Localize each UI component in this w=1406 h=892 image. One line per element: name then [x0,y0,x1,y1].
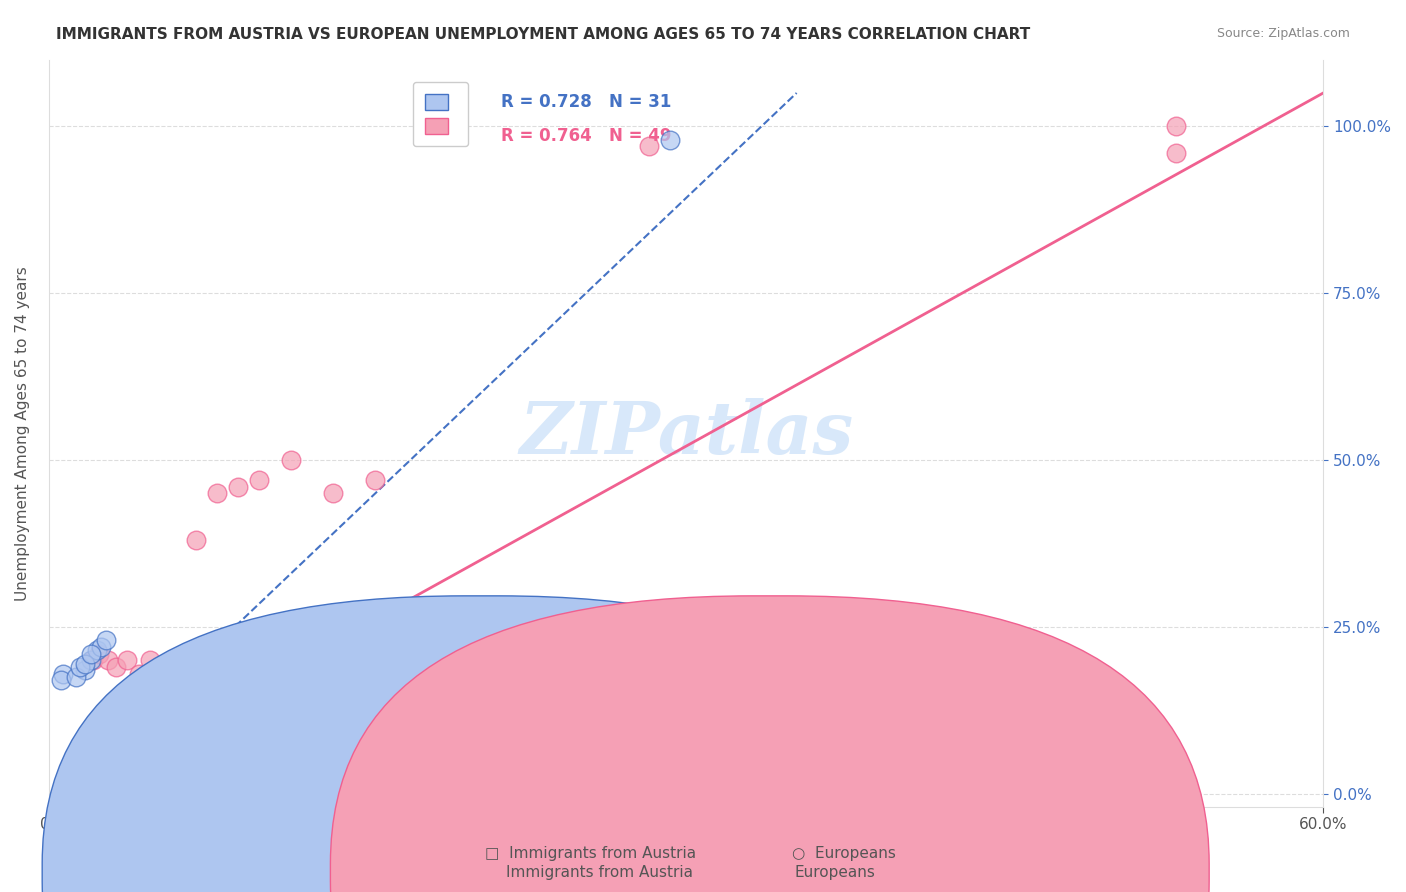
Immigrants from Austria [86,781,108,796]
Immigrants from Austria [94,633,117,648]
Europeans [97,653,120,667]
Legend: , : , [413,82,468,146]
Text: R = 0.728   N = 31: R = 0.728 N = 31 [501,94,672,112]
Europeans [86,764,108,778]
Immigrants from Austria [80,647,103,661]
Europeans [107,750,129,764]
Immigrants from Austria [65,774,87,789]
Europeans [174,653,197,667]
Immigrants from Austria [55,786,77,800]
Immigrants from Austria [80,653,103,667]
Immigrants from Austria [90,640,112,654]
Immigrants from Austria [52,783,75,797]
Text: ZIPatlas: ZIPatlas [519,398,853,469]
Text: ○  Europeans: ○ Europeans [792,846,896,861]
Immigrants from Austria [659,133,682,147]
Immigrants from Austria [59,779,82,793]
Immigrants from Austria [107,779,129,793]
Europeans [228,480,250,494]
Europeans [132,764,155,778]
Europeans [65,777,87,791]
Europeans [52,783,75,797]
Immigrants from Austria [69,660,91,674]
Europeans [80,766,103,780]
Immigrants from Austria [101,782,124,797]
Immigrants from Austria [60,777,83,791]
Europeans [101,753,124,767]
Europeans [73,770,96,784]
Europeans [67,779,90,793]
Text: R = 0.764   N = 49: R = 0.764 N = 49 [501,127,672,145]
Immigrants from Austria [60,784,83,798]
Immigrants from Austria [52,666,75,681]
Europeans [105,660,128,674]
Europeans [153,687,176,701]
Immigrants from Austria [101,780,124,794]
Europeans [139,653,162,667]
Europeans [638,139,661,153]
Europeans [280,453,302,467]
Europeans [90,760,112,774]
Immigrants from Austria [63,784,86,798]
Europeans [122,766,145,780]
Europeans [217,640,239,654]
Immigrants from Austria [69,773,91,788]
Europeans [1164,120,1187,134]
Europeans [94,756,117,771]
Europeans [149,660,172,674]
Europeans [55,784,77,798]
Europeans [301,680,323,694]
FancyBboxPatch shape [330,596,1209,892]
Immigrants from Austria [55,783,77,797]
Europeans [76,774,98,789]
Europeans [1164,146,1187,161]
Europeans [143,760,166,774]
Europeans [89,647,111,661]
Text: Source: ZipAtlas.com: Source: ZipAtlas.com [1216,27,1350,40]
Text: Europeans: Europeans [794,865,876,880]
Immigrants from Austria [65,670,87,684]
Europeans [128,666,150,681]
Europeans [63,780,86,794]
Europeans [259,626,281,640]
Europeans [249,473,271,487]
Immigrants from Austria [73,657,96,671]
Immigrants from Austria [52,785,75,799]
Europeans [115,653,138,667]
Immigrants from Austria [86,643,108,657]
Europeans [82,653,104,667]
Europeans [238,633,260,648]
Europeans [60,781,83,796]
Text: Immigrants from Austria: Immigrants from Austria [506,865,693,880]
Europeans [364,473,387,487]
Europeans [72,777,94,791]
Europeans [69,773,91,788]
FancyBboxPatch shape [42,596,921,892]
Europeans [207,486,229,500]
Europeans [165,653,187,667]
Immigrants from Austria [73,663,96,677]
Immigrants from Austria [56,784,79,798]
Immigrants from Austria [55,781,77,796]
Immigrants from Austria [51,673,73,688]
Europeans [343,673,366,688]
Y-axis label: Unemployment Among Ages 65 to 74 years: Unemployment Among Ages 65 to 74 years [15,266,30,600]
Europeans [56,783,79,797]
Europeans [111,747,134,761]
Text: IMMIGRANTS FROM AUSTRIA VS EUROPEAN UNEMPLOYMENT AMONG AGES 65 TO 74 YEARS CORRE: IMMIGRANTS FROM AUSTRIA VS EUROPEAN UNEM… [56,27,1031,42]
Text: □  Immigrants from Austria: □ Immigrants from Austria [485,846,696,861]
Immigrants from Austria [111,781,134,796]
Europeans [195,647,218,661]
Europeans [186,533,208,547]
Immigrants from Austria [59,785,82,799]
Europeans [322,486,344,500]
Europeans [59,780,82,794]
Immigrants from Austria [56,780,79,794]
